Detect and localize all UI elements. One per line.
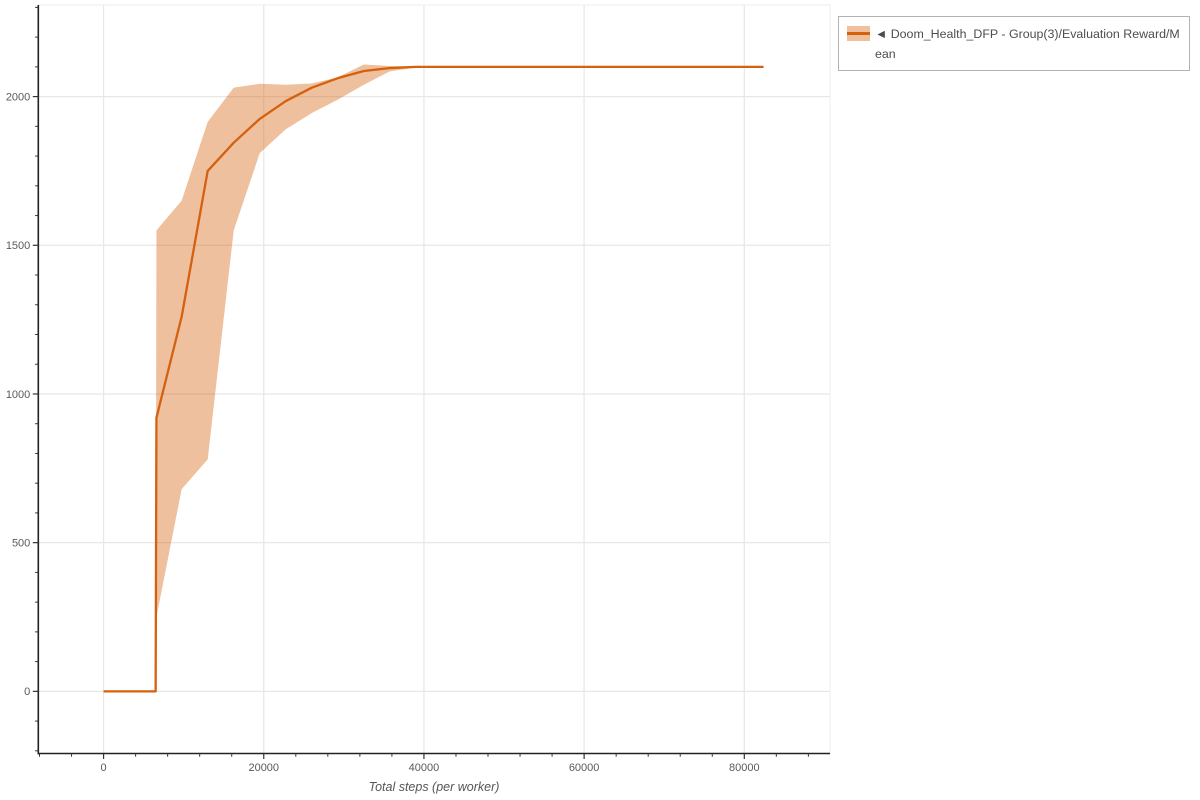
y-tick-label: 500 [12, 537, 30, 549]
x-tick-label: 0 [101, 762, 107, 774]
y-tick-label: 2000 [6, 91, 30, 103]
legend: ◄ Doom_Health_DFP - Group(3)/Evaluation … [838, 16, 1190, 72]
mean-line [103, 65, 764, 693]
legend-entry: ◄ Doom_Health_DFP - Group(3)/Evaluation … [875, 24, 1180, 64]
legend-swatch-line [847, 32, 870, 35]
x-tick-label: 60000 [569, 762, 600, 774]
legend-marker-icon: ◄ [875, 27, 888, 41]
y-tick-label: 1000 [6, 389, 30, 401]
x-tick-label: 40000 [409, 762, 440, 774]
plot-border [38, 4, 831, 754]
tick-marks [32, 6, 809, 759]
x-tick-label: 20000 [248, 762, 279, 774]
confidence-band [103, 64, 764, 692]
x-tick-label: 80000 [729, 762, 760, 774]
y-tick-labels: 0 500 1000 1500 2000 [6, 91, 30, 698]
x-axis-title: Total steps (per worker) [368, 780, 500, 794]
y-tick-label: 0 [24, 686, 30, 698]
legend-swatch-band [847, 26, 870, 41]
axes-spines [37, 5, 830, 755]
gridlines [38, 5, 830, 754]
y-tick-label: 1500 [6, 240, 30, 252]
legend-label: Doom_Health_DFP - Group(3)/Evaluation Re… [875, 27, 1180, 62]
x-tick-labels: 0 20000 40000 60000 80000 [101, 762, 760, 774]
